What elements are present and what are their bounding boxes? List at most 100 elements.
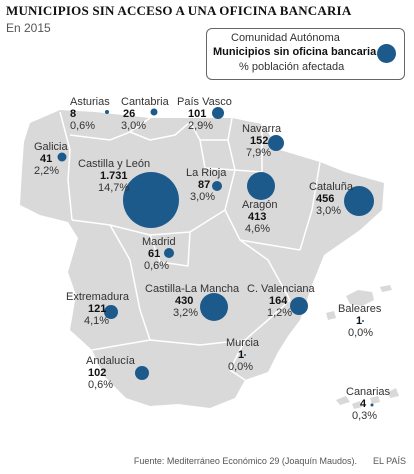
region-value: 413 bbox=[248, 211, 267, 223]
region-name: Murcia bbox=[226, 337, 260, 349]
region-name: País Vasco bbox=[177, 96, 232, 108]
region-value: 1 bbox=[356, 315, 363, 327]
region-pct: 3,0% bbox=[316, 205, 342, 217]
bubble-la-rioja bbox=[212, 181, 222, 191]
chart-subtitle: En 2015 bbox=[6, 21, 51, 35]
region-value: 101 bbox=[188, 108, 207, 120]
region-value: 430 bbox=[175, 295, 194, 307]
region-name: Canarias bbox=[346, 386, 391, 398]
bubble-baleares bbox=[362, 320, 364, 322]
label-castilla-leon: Castilla y León 1.731 14,7% bbox=[78, 158, 150, 194]
border-cantabria bbox=[129, 121, 191, 141]
bubble-valenciana bbox=[290, 297, 308, 315]
chart-title: MUNICIPIOS SIN ACCESO A UNA OFICINA BANC… bbox=[6, 3, 352, 18]
region-pct: 7,9% bbox=[246, 147, 272, 159]
region-value: 102 bbox=[88, 367, 107, 379]
region-name: Baleares bbox=[338, 303, 382, 315]
label-navarra: Navarra 152 7,9% bbox=[242, 123, 281, 159]
region-name: Extremadura bbox=[66, 291, 129, 303]
label-pais-vasco: País Vasco 101 2,9% bbox=[177, 96, 232, 132]
region-pct: 4,1% bbox=[84, 315, 110, 327]
region-pct: 3,0% bbox=[121, 120, 147, 132]
bubble-madrid bbox=[164, 248, 174, 258]
region-value: 456 bbox=[316, 193, 335, 205]
bubble-andalucia bbox=[135, 366, 149, 380]
region-pct: 3,2% bbox=[173, 307, 199, 319]
region-name: Navarra bbox=[242, 123, 282, 135]
region-name: La Rioja bbox=[186, 167, 227, 179]
canarias-shape-1 bbox=[336, 396, 350, 405]
region-pct: 0,0% bbox=[228, 361, 254, 373]
canarias-shape-3 bbox=[370, 396, 380, 404]
label-canarias: Canarias 4 0,3% bbox=[346, 386, 390, 422]
bubble-extremadura bbox=[104, 305, 118, 319]
source-text: Fuente: Mediterráneo Económico 29 (Joaqu… bbox=[133, 456, 357, 466]
region-pct: 0,6% bbox=[70, 120, 96, 132]
label-madrid: Madrid 61 0,6% bbox=[142, 236, 176, 272]
border-murcia bbox=[229, 339, 246, 381]
legend-pct-label: % población afectada bbox=[239, 61, 345, 73]
menorca-shape bbox=[380, 285, 392, 292]
region-value: 61 bbox=[148, 248, 161, 260]
region-pct: 0,3% bbox=[352, 410, 378, 422]
region-borders bbox=[59, 111, 321, 381]
region-name: Galicia bbox=[34, 141, 68, 153]
canarias-shape-2 bbox=[352, 401, 362, 409]
bubble-castilla-leon bbox=[123, 172, 179, 228]
source-line: Fuente: Mediterráneo Económico 29 (Joaqu… bbox=[134, 456, 406, 466]
region-name: C. Valenciana bbox=[247, 283, 315, 295]
label-galicia: Galicia 41 2,2% bbox=[34, 141, 68, 177]
bubble-navarra bbox=[268, 135, 284, 151]
peninsula-shape bbox=[20, 110, 384, 408]
label-cataluna: Cataluña 456 3,0% bbox=[309, 181, 353, 217]
region-bubbles bbox=[57, 107, 374, 407]
region-pct: 4,6% bbox=[245, 223, 271, 235]
label-extremadura: Extremadura 121 4,1% bbox=[66, 291, 129, 327]
bubble-canarias bbox=[370, 403, 374, 407]
bubble-asturias bbox=[105, 110, 109, 114]
label-andalucia: Andalucía 102 0,6% bbox=[86, 355, 135, 391]
label-castilla-mancha: Castilla-La Mancha 430 3,2% bbox=[145, 283, 239, 319]
region-value: 26 bbox=[123, 108, 136, 120]
region-pct: 14,7% bbox=[98, 182, 130, 194]
legend: Comunidad Autónoma Municipios sin oficin… bbox=[206, 28, 405, 80]
publisher-name: EL PAÍS bbox=[372, 456, 406, 466]
border-asturias bbox=[69, 117, 151, 141]
region-name: Castilla y León bbox=[78, 158, 151, 170]
region-value: 152 bbox=[250, 135, 269, 147]
border-valencia bbox=[239, 239, 291, 301]
label-aragon: Aragón 413 4,6% bbox=[242, 199, 277, 235]
label-baleares: Baleares 1 0,0% bbox=[338, 303, 381, 339]
canarias-shape-4 bbox=[388, 388, 399, 398]
region-value: 4 bbox=[360, 398, 367, 410]
region-name: Cantabria bbox=[121, 96, 169, 108]
region-name: Madrid bbox=[142, 236, 176, 248]
bubble-murcia bbox=[244, 354, 246, 356]
region-pct: 0,6% bbox=[88, 379, 114, 391]
region-name: Asturias bbox=[70, 96, 110, 108]
bubble-pais-vasco bbox=[212, 107, 224, 119]
bubble-cantabria bbox=[150, 108, 158, 116]
region-value: 121 bbox=[88, 303, 107, 315]
label-valenciana: C. Valenciana 164 1,2% bbox=[247, 283, 315, 319]
legend-region-label: Comunidad Autónoma bbox=[231, 32, 340, 44]
border-pais-vasco bbox=[189, 117, 233, 141]
region-value: 1 bbox=[238, 349, 245, 361]
region-pct: 2,9% bbox=[188, 120, 214, 132]
region-name: Aragón bbox=[242, 199, 278, 211]
region-name: Cataluña bbox=[309, 181, 354, 193]
border-galicia bbox=[59, 111, 73, 221]
bubble-cataluna bbox=[344, 186, 374, 216]
border-navarra bbox=[227, 124, 263, 173]
legend-count-label: Municipios sin oficina bancaria bbox=[213, 46, 377, 58]
region-value: 8 bbox=[70, 108, 77, 120]
legend-bubble-icon bbox=[377, 44, 396, 63]
bubble-galicia bbox=[57, 152, 67, 162]
region-pct: 1,2% bbox=[267, 307, 293, 319]
bubble-aragon bbox=[247, 172, 275, 200]
region-name: Andalucía bbox=[86, 355, 135, 367]
label-cantabria: Cantabria 26 3,0% bbox=[121, 96, 169, 132]
region-pct: 2,2% bbox=[34, 165, 60, 177]
border-madrid bbox=[149, 231, 191, 267]
